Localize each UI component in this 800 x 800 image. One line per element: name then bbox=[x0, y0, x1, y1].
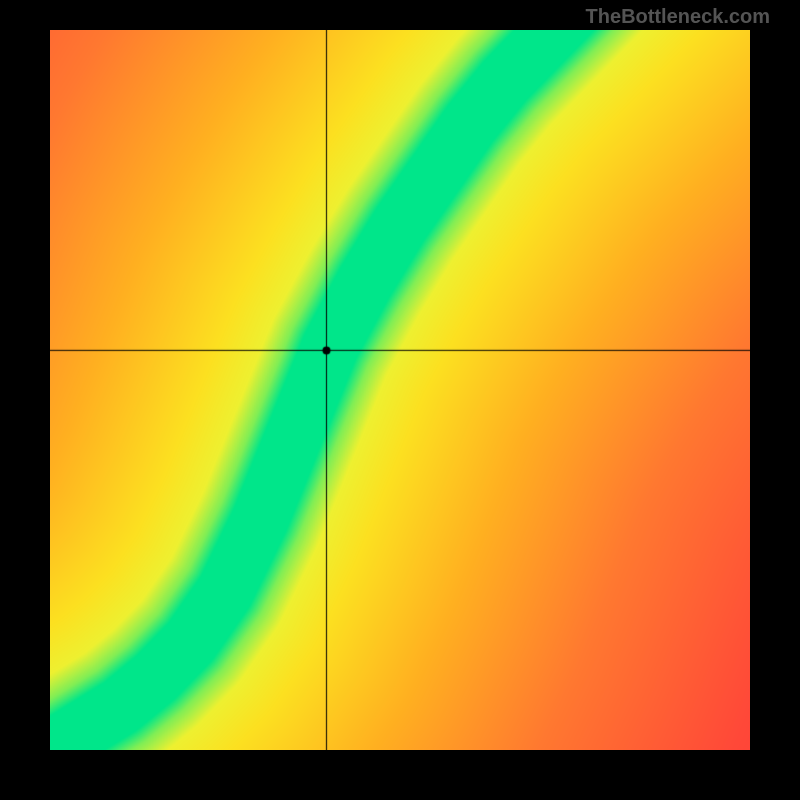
watermark-text: TheBottleneck.com bbox=[586, 6, 770, 29]
chart-container bbox=[50, 30, 750, 750]
gradient-heatmap bbox=[50, 30, 750, 750]
